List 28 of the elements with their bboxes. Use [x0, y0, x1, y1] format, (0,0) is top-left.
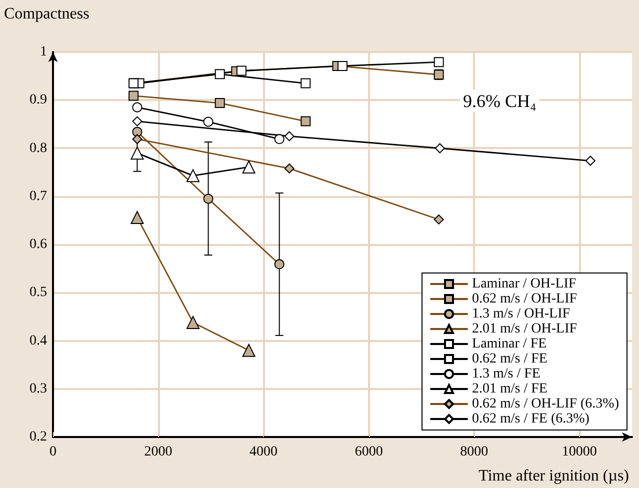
x-tick-label: 2000 [144, 444, 172, 460]
legend-label: Laminar / FE [472, 336, 547, 352]
legend-label: 0.62 m/s / OH-LIF (6.3%) [472, 396, 620, 412]
legend-label: 0.62 m/s / OH-LIF [472, 292, 578, 306]
legend-label: 1.3 m/s / FE [472, 366, 540, 382]
y-tick-label: 0.8 [30, 140, 47, 156]
annotation: 9.6% CH₄ [463, 91, 536, 111]
legend-label: 2.01 m/s / OH-LIF [472, 322, 578, 336]
x-tick-label: 10000 [562, 444, 597, 460]
y-tick-label: 0.9 [30, 92, 47, 108]
x-tick-label: 8000 [460, 444, 488, 460]
legend-label: Laminar / OH-LIF [472, 276, 576, 292]
x-tick-label: 4000 [250, 444, 278, 460]
y-tick-label: 1 [40, 44, 47, 60]
x-tick-label: 0 [50, 444, 56, 460]
legend-label: 0.62 m/s / FE (6.3%) [472, 412, 590, 426]
y-tick-label: 0.4 [30, 333, 47, 348]
y-tick-label: 0.5 [30, 285, 47, 300]
y-tick-label: 0.3 [30, 381, 47, 396]
x-tick-label: 6000 [354, 444, 383, 460]
y-tick-label: 0.7 [30, 188, 47, 204]
y-axis-title: Compactness [4, 6, 90, 22]
legend-label: 1.3 m/s / OH-LIF [472, 306, 570, 322]
legend-label: 0.62 m/s / FE [472, 352, 548, 366]
y-tick-label: 0.2 [30, 430, 47, 444]
y-tick-label: 0.6 [30, 237, 47, 252]
legend-label: 2.01 m/s / FE [472, 382, 548, 396]
x-axis-title: Time after ignition (µs) [478, 468, 629, 484]
